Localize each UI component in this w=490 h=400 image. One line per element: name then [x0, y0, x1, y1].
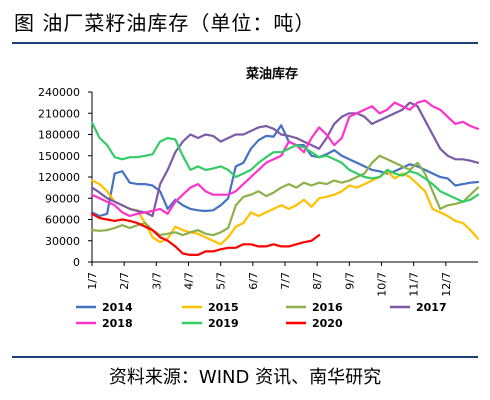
y-tick-label: 180000: [38, 129, 80, 142]
y-tick-label: 30000: [45, 235, 80, 248]
series-line-2016: [90, 154, 480, 237]
chart: 菜油库存 0 30000 60000 90000 120000 150000 180000 2…: [38, 66, 480, 330]
legend: 2014 2015 2016 2017 2018 2019 2020: [76, 301, 447, 330]
chart-title: 菜油库存: [245, 66, 298, 82]
series-line-2019: [90, 121, 480, 203]
legend-label-2016: 2016: [312, 301, 343, 314]
y-tick-label: 210000: [38, 107, 80, 120]
x-tick-label: 1/7: [86, 272, 99, 290]
legend-label-2019: 2019: [208, 317, 239, 330]
y-tick-label: 0: [73, 256, 80, 269]
y-tick-label: 60000: [45, 214, 80, 227]
x-tick-label: 4/7: [183, 272, 196, 290]
x-tick-label: 10/7: [376, 272, 389, 297]
y-tick-label: 120000: [38, 171, 80, 184]
x-tick-label: 5/7: [215, 272, 228, 290]
x-tick-label: 3/7: [150, 272, 163, 290]
x-tick-label: 7/7: [279, 272, 292, 290]
figure-title: 图 油厂菜籽油库存（单位：吨）: [14, 11, 316, 35]
x-axis: 1/7 2/7 3/7 4/7 5/7 6/7 7/7 8/7 9/7 10/7 11/7 12/7: [86, 261, 478, 297]
legend-label-2015: 2015: [208, 301, 239, 314]
y-tick-label: 240000: [38, 86, 80, 99]
y-tick-label: 150000: [38, 150, 80, 163]
y-axis: 0 30000 60000 90000 120000 150000 180000 210000…: [38, 86, 93, 269]
x-tick-label: 6/7: [247, 272, 260, 290]
legend-label-2014: 2014: [102, 301, 133, 314]
series-layer: [90, 99, 480, 256]
source-note: 资料来源：WIND 资讯、南华研究: [108, 367, 382, 388]
x-tick-label: 8/7: [311, 272, 324, 290]
series-line-2017: [90, 101, 480, 218]
legend-label-2020: 2020: [312, 317, 343, 330]
series-line-2018: [90, 99, 480, 218]
x-tick-label: 12/7: [440, 272, 453, 297]
legend-label-2017: 2017: [416, 301, 447, 314]
legend-label-2018: 2018: [102, 317, 133, 330]
x-tick-label: 2/7: [118, 272, 131, 290]
series-line-2020: [90, 212, 321, 256]
source-rule: [12, 356, 478, 358]
title-rule: [12, 42, 478, 44]
series-line-2014: [90, 124, 480, 218]
x-tick-label: 11/7: [408, 272, 421, 297]
y-tick-label: 90000: [45, 192, 80, 205]
x-tick-label: 9/7: [343, 272, 356, 290]
series-line-2015: [90, 170, 480, 246]
